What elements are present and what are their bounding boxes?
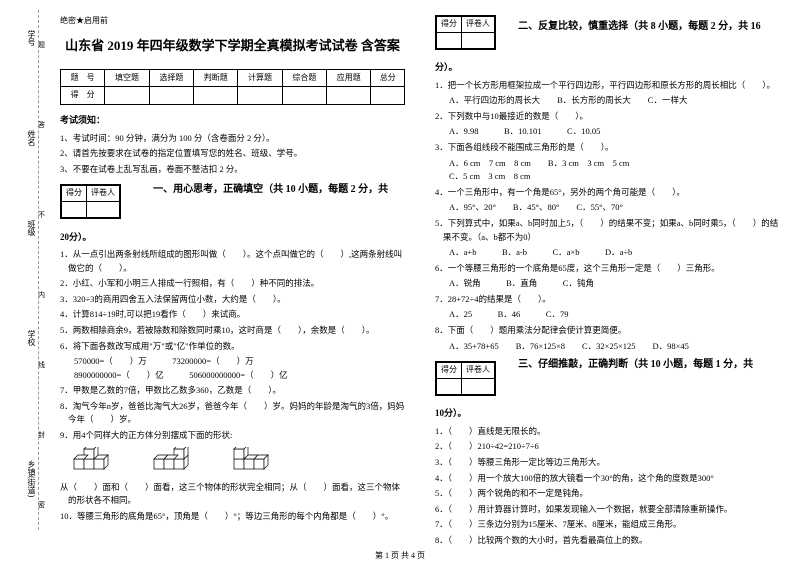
- q-opt: A．a+b B．a-b C．a×b D．a÷b: [435, 246, 780, 260]
- th: 判断题: [194, 69, 238, 87]
- row-label: 得 分: [61, 87, 105, 105]
- q-sub: 8900000000=（ ）亿 506000000000=（ ）亿: [60, 369, 405, 383]
- notice-item: 2、请首先按要求在试卷的指定位置填写您的姓名、班级、学号。: [60, 147, 405, 161]
- sidebar-hint: 答: [38, 120, 45, 130]
- q: 4．（ ）用一个放大100倍的放大镜看一个30°的角，这个角的度数是300°: [435, 472, 780, 486]
- notice-item: 3、不要在试卷上乱写乱画，卷面不整洁扣 2 分。: [60, 163, 405, 177]
- sidebar-label-banji: 班级: [26, 220, 37, 236]
- q: 3．（ ）等腰三角形一定比等边三角形大。: [435, 456, 780, 470]
- q: 8．下面（ ）题用乘法分配律会使计算更简便。: [435, 324, 780, 338]
- q: 8．（ ）比较两个数的大小时，首先看最高位上的数。: [435, 534, 780, 548]
- q: 7．28+72÷4的结果是（ ）。: [435, 293, 780, 307]
- q-sub: 从（ ）面和（ ）面看，这三个物体的形状完全相同；从（ ）面看，这三个物体的形状…: [60, 481, 405, 508]
- score-box: 得分评卷人: [435, 361, 496, 396]
- page-footer: 第 1 页 共 4 页: [0, 550, 800, 561]
- q: 1．（ ）直线是无限长的。: [435, 425, 780, 439]
- score-summary-table: 题 号 填空题 选择题 判断题 计算题 综合题 应用题 总分 得 分: [60, 69, 405, 106]
- sidebar-hint: 封: [38, 430, 45, 440]
- q: 3．下面各组线段不能围成三角形的是（ ）。: [435, 141, 780, 155]
- section2-title: 二、反复比较，慎重选择（共 8 小题，每题 2 分，共 16: [518, 19, 761, 35]
- cube-icon: [70, 447, 130, 477]
- sidebar-label-xuexiao: 学校: [26, 330, 37, 346]
- th: 计算题: [238, 69, 282, 87]
- th: 总分: [371, 69, 405, 87]
- q: 1．从一点引出两条射线所组成的图形叫做（ ）。这个点叫做它的（ ）,这两条射线叫…: [60, 248, 405, 275]
- q: 7．（ ）三条边分别为15厘米、7厘米、8厘米，能组成三角形。: [435, 518, 780, 532]
- q-opt: A．95°、20° B．45°、80° C．55°、70°: [435, 201, 780, 215]
- q: 7．甲数是乙数的7倍，甲数比乙数多360，乙数是（ ）。: [60, 384, 405, 398]
- section1-title: 一、用心思考，正确填空（共 10 小题，每题 2 分，共: [153, 182, 388, 198]
- sidebar-hint: 线: [38, 360, 45, 370]
- confidential-mark: 绝密★启用前: [60, 15, 405, 28]
- q: 8．淘气今年n岁，爸爸比淘气大26岁，爸爸今年（ ）岁。妈妈的年龄是淘气的3倍，…: [60, 400, 405, 427]
- sidebar-hint: 题: [38, 40, 45, 50]
- sidebar-hint: 密: [38, 500, 45, 510]
- score-box: 得分评卷人: [435, 15, 496, 50]
- sidebar-label-xuehao: 学号: [26, 30, 37, 46]
- th: 题 号: [61, 69, 105, 87]
- th: 综合题: [282, 69, 326, 87]
- q-opt: A．6 cm 7 cm 8 cm B．3 cm 3 cm 5 cm: [435, 157, 780, 171]
- q-opt: A．35+78+65 B．76×125×8 C．32×25×125 D．98×4…: [435, 340, 780, 354]
- th: 应用题: [327, 69, 371, 87]
- cube-icon: [150, 447, 210, 477]
- th: 填空题: [105, 69, 149, 87]
- fold-line: [38, 10, 39, 530]
- q: 5．两数相除商余9，若被除数和除数同时乘10，这时商是（ ），余数是（ ）。: [60, 324, 405, 338]
- q: 4．计算814÷19时,可以把19看作（ ）来试商。: [60, 308, 405, 322]
- cube-figures: [70, 447, 405, 477]
- sidebar-hint: 不: [38, 210, 45, 220]
- cube-icon: [230, 447, 290, 477]
- q: 1．把一个长方形用框架拉成一个平行四边形，平行四边形和原长方形的周长相比（ ）。: [435, 79, 780, 93]
- q: 9．用4个同样大的正方体分别摆成下面的形状:: [60, 429, 405, 443]
- q-opt: A．9.98 B．10.101 C．10.05: [435, 125, 780, 139]
- q: 5．（ ）两个锐角的和不一定是钝角。: [435, 487, 780, 501]
- q: 4．一个三角形中，有一个角是65°，另外的两个角可能是（ ）。: [435, 186, 780, 200]
- section2-cont: 分）。: [435, 60, 780, 74]
- exam-title: 山东省 2019 年四年级数学下学期全真模拟考试试卷 含答案: [60, 36, 405, 57]
- q: 5．下列算式中，如果a、b同时加上5，（ ）的结果不变；如果a、b同时乘5，（ …: [435, 217, 780, 244]
- section3-cont: 10分）。: [435, 406, 780, 420]
- q-opt: C．5 cm 3 cm 8 cm: [435, 170, 780, 184]
- section1-cont: 20分）。: [60, 230, 405, 244]
- notice-head: 考试须知：: [60, 113, 405, 127]
- q-opt: A．25 B．46 C．79: [435, 308, 780, 322]
- q: 6．一个等腰三角形的一个底角是65度，这个三角形一定是（ ）三角形。: [435, 262, 780, 276]
- q: 10．等腰三角形的底角是65°，顶角是（ ）°；等边三角形的每个内角都是（ ）°…: [60, 510, 405, 524]
- notice-item: 1、考试时间：90 分钟，满分为 100 分（含卷面分 2 分）。: [60, 132, 405, 146]
- q-opt: A．锐角 B．直角 C．钝角: [435, 277, 780, 291]
- q: 2．小红、小军和小明三人排成一行照相，有（ ）种不同的排法。: [60, 277, 405, 291]
- sidebar-hint: 内: [38, 290, 45, 300]
- q-sub: 570000=（ ）万 73200000=（ ）万: [60, 355, 405, 369]
- section3-title: 三、仔细推敲，正确判断（共 10 小题，每题 1 分，共: [518, 357, 753, 373]
- sidebar-label-xiangzhen: 乡镇(街道): [26, 460, 37, 497]
- q-opt: A．平行四边形的周长大 B．长方形的周长大 C．一样大: [435, 94, 780, 108]
- q: 2．（ ）210÷42=210÷7÷6: [435, 440, 780, 454]
- th: 选择题: [149, 69, 193, 87]
- score-box: 得分评卷人: [60, 184, 121, 219]
- q: 6．将下面各数改写成用"万"或"亿"作单位的数。: [60, 340, 405, 354]
- q: 2．下列数中与10最接近的数是（ ）。: [435, 110, 780, 124]
- q: 6．（ ）用计算器计算时，如果发现输入一个数据，就要全部清除重新操作。: [435, 503, 780, 517]
- q: 3．320÷3的商用四舍五入法保留两位小数，大约是（ ）。: [60, 293, 405, 307]
- sidebar-label-xingming: 姓名: [26, 130, 37, 146]
